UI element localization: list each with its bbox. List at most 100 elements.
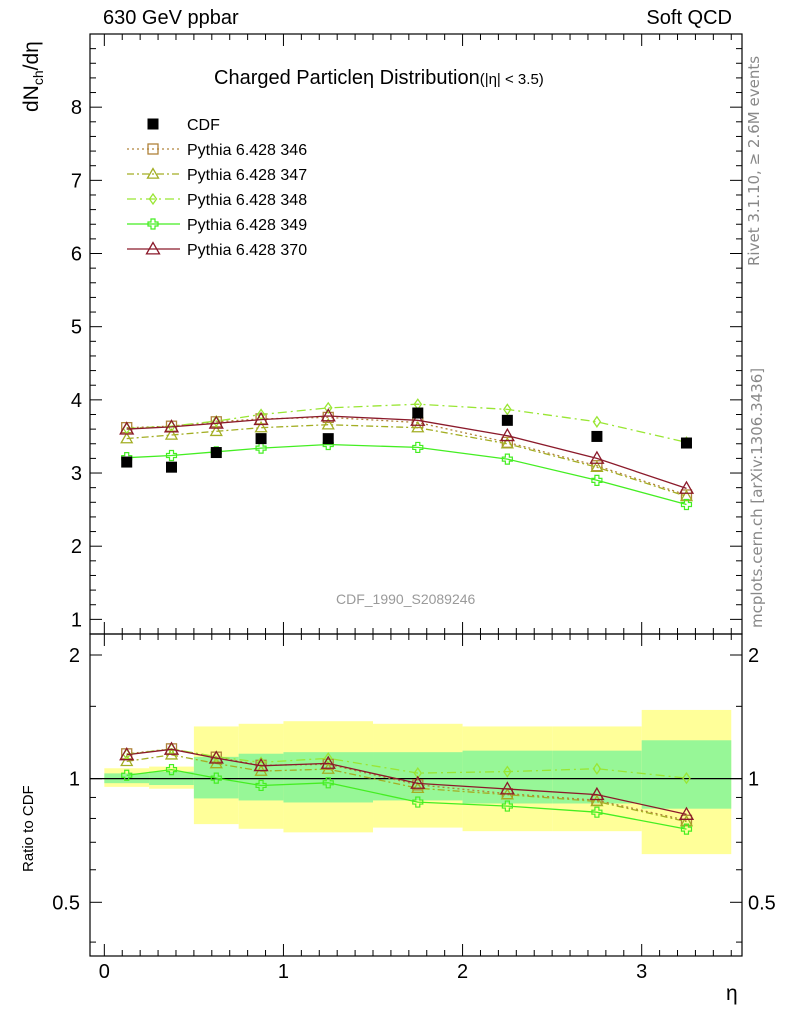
legend-label-2: Pythia 6.428 347 bbox=[187, 167, 307, 184]
series-point-1-6 bbox=[500, 436, 514, 449]
series-point-3-7 bbox=[591, 474, 603, 486]
series-line-0 bbox=[126, 416, 687, 496]
legend-label-5: Pythia 6.428 370 bbox=[187, 242, 307, 259]
series-point-1-7 bbox=[590, 460, 604, 472]
ratio-point-4-5 bbox=[410, 775, 426, 789]
series-point-4-1 bbox=[163, 419, 180, 433]
y-tick-label-main-7: 7 bbox=[71, 170, 82, 192]
cdf-point-3 bbox=[255, 433, 267, 445]
y-axis-label-main: dNch/dη bbox=[20, 41, 46, 112]
series-point-4-6 bbox=[499, 427, 515, 442]
series-point-2-7 bbox=[592, 415, 602, 428]
series-point-4-4 bbox=[320, 408, 336, 422]
ratio-point-2-7 bbox=[592, 762, 602, 775]
series-point-3-8 bbox=[680, 498, 693, 511]
legend-label-3: Pythia 6.428 348 bbox=[187, 192, 307, 209]
ratio-point-1-7 bbox=[590, 794, 604, 807]
series-point-1-5 bbox=[411, 420, 425, 433]
y-label-subscript: ch bbox=[30, 70, 47, 86]
series-point-1-1 bbox=[164, 428, 179, 440]
series-point-1-4 bbox=[321, 417, 335, 430]
ratio-line-2 bbox=[126, 748, 687, 779]
ratio-line-3 bbox=[126, 768, 687, 830]
series-point-2-4 bbox=[323, 401, 333, 415]
ratio-point-3-4 bbox=[322, 777, 334, 789]
y-tick-label-main-3: 3 bbox=[71, 463, 82, 485]
ratio-uncertainty-bands bbox=[90, 709, 742, 855]
y-label-dn: dN bbox=[20, 85, 43, 112]
ratio-point-4-6 bbox=[499, 781, 515, 795]
series-point-4-7 bbox=[589, 450, 605, 464]
x-tick-label-3: 3 bbox=[636, 961, 647, 983]
ratio-band-inner bbox=[641, 740, 732, 809]
series-point-3-6 bbox=[501, 453, 513, 465]
y-tick-label-ratio-left-2: 2 bbox=[69, 645, 80, 667]
chart-title: Charged Particleη Distribution(|η| < 3.5… bbox=[214, 67, 544, 90]
ratio-point-1-0 bbox=[120, 754, 134, 767]
ratio-point-4-2 bbox=[208, 750, 224, 764]
ratio-point-3-6 bbox=[501, 800, 513, 812]
y-tick-label-main-1: 1 bbox=[71, 609, 82, 631]
ratio-panel-frame bbox=[89, 633, 743, 957]
ratio-line-1 bbox=[126, 754, 687, 823]
y-label-deta: /dη bbox=[20, 41, 43, 71]
ratio-point-3-7 bbox=[591, 806, 603, 818]
legend-marker-5 bbox=[145, 241, 161, 255]
ratio-point-2-6 bbox=[503, 765, 512, 778]
series-point-4-5 bbox=[410, 412, 426, 426]
series-point-4-3 bbox=[253, 411, 269, 426]
chart-title-range: (|η| < 3.5) bbox=[479, 71, 544, 88]
series-point-1-3 bbox=[254, 420, 268, 433]
ratio-point-2-8 bbox=[682, 771, 691, 785]
ratio-point-3-8 bbox=[680, 823, 693, 835]
x-tick-label-1: 1 bbox=[278, 961, 289, 983]
ratio-point-3-2 bbox=[210, 772, 222, 784]
main-series-group bbox=[119, 398, 695, 511]
cdf-data-group bbox=[121, 407, 692, 473]
chart-title-suffix: Distribution bbox=[379, 67, 480, 89]
chart-title-eta: η bbox=[362, 67, 375, 89]
ratio-point-3-1 bbox=[165, 764, 178, 776]
legend-marker-1 bbox=[147, 143, 159, 155]
x-tick-label-0: 0 bbox=[99, 961, 110, 983]
series-point-4-2 bbox=[208, 415, 224, 429]
series-point-4-0 bbox=[119, 421, 135, 435]
ratio-point-4-1 bbox=[163, 741, 180, 755]
x-tick-label-2: 2 bbox=[457, 961, 468, 983]
cdf-point-5 bbox=[412, 407, 424, 419]
series-point-1-8 bbox=[679, 489, 694, 502]
ratio-point-4-7 bbox=[589, 786, 605, 801]
ratio-point-3-5 bbox=[412, 796, 424, 808]
y-tick-label-ratio-right-2: 2 bbox=[748, 645, 759, 667]
series-point-2-2 bbox=[211, 414, 221, 428]
y-tick-label-main-6: 6 bbox=[71, 244, 82, 266]
cdf-point-0 bbox=[121, 456, 133, 468]
ratio-point-3-3 bbox=[255, 779, 267, 792]
series-point-3-1 bbox=[165, 449, 178, 462]
header-left: 630 GeV ppbar bbox=[103, 7, 239, 29]
legend-label-0: CDF bbox=[187, 117, 220, 134]
y-tick-label-ratio-right-1: 1 bbox=[748, 769, 759, 791]
series-point-4-8 bbox=[678, 480, 695, 494]
cdf-point-8 bbox=[680, 437, 692, 449]
series-point-1-0 bbox=[120, 431, 134, 444]
cdf-point-6 bbox=[501, 414, 513, 426]
chart-title-text: Charged Particle bbox=[214, 67, 363, 89]
legend-marker-4 bbox=[147, 218, 159, 230]
y-tick-label-main-8: 8 bbox=[71, 97, 82, 119]
y-tick-label-main-5: 5 bbox=[71, 317, 82, 339]
series-line-3 bbox=[126, 443, 687, 506]
y-tick-label-main-2: 2 bbox=[71, 536, 82, 558]
y-tick-label-ratio-left-0.5: 0.5 bbox=[52, 892, 80, 914]
ratio-point-2-3 bbox=[256, 756, 266, 769]
series-point-1-2 bbox=[209, 424, 223, 437]
y-tick-label-ratio-left-1: 1 bbox=[69, 769, 80, 791]
cdf-point-2 bbox=[210, 447, 222, 459]
series-line-4 bbox=[126, 415, 687, 490]
legend-marker-0 bbox=[147, 118, 159, 130]
legend-marker-2 bbox=[146, 167, 160, 179]
cdf-point-1 bbox=[166, 461, 177, 473]
ratio-point-1-5 bbox=[411, 781, 425, 794]
analysis-watermark: CDF_1990_S2089246 bbox=[336, 591, 476, 607]
